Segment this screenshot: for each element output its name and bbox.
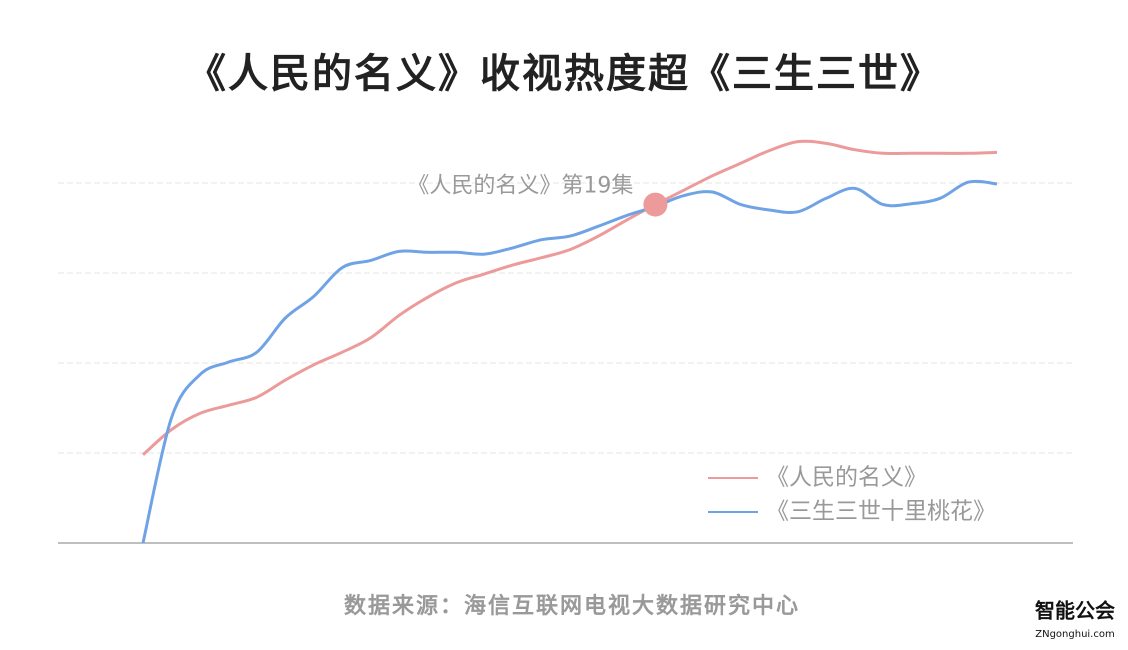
series-line (141, 179, 998, 544)
chart-title: 《人民的名义》收视热度超《三生三世》 (186, 51, 942, 97)
source-note: 数据来源：海信互联网电视大数据研究中心 (344, 593, 800, 619)
annotation-label: 《人民的名义》第19集 (407, 174, 633, 199)
legend-label: 《人民的名义》 (766, 465, 927, 491)
series-line (142, 139, 998, 456)
annotation-marker (643, 192, 668, 217)
logo-name: 智能公会 (1035, 599, 1115, 623)
logo-site: ZNgonghui.com (1035, 629, 1114, 640)
legend-label: 《三生三世十里桃花》 (766, 499, 996, 525)
